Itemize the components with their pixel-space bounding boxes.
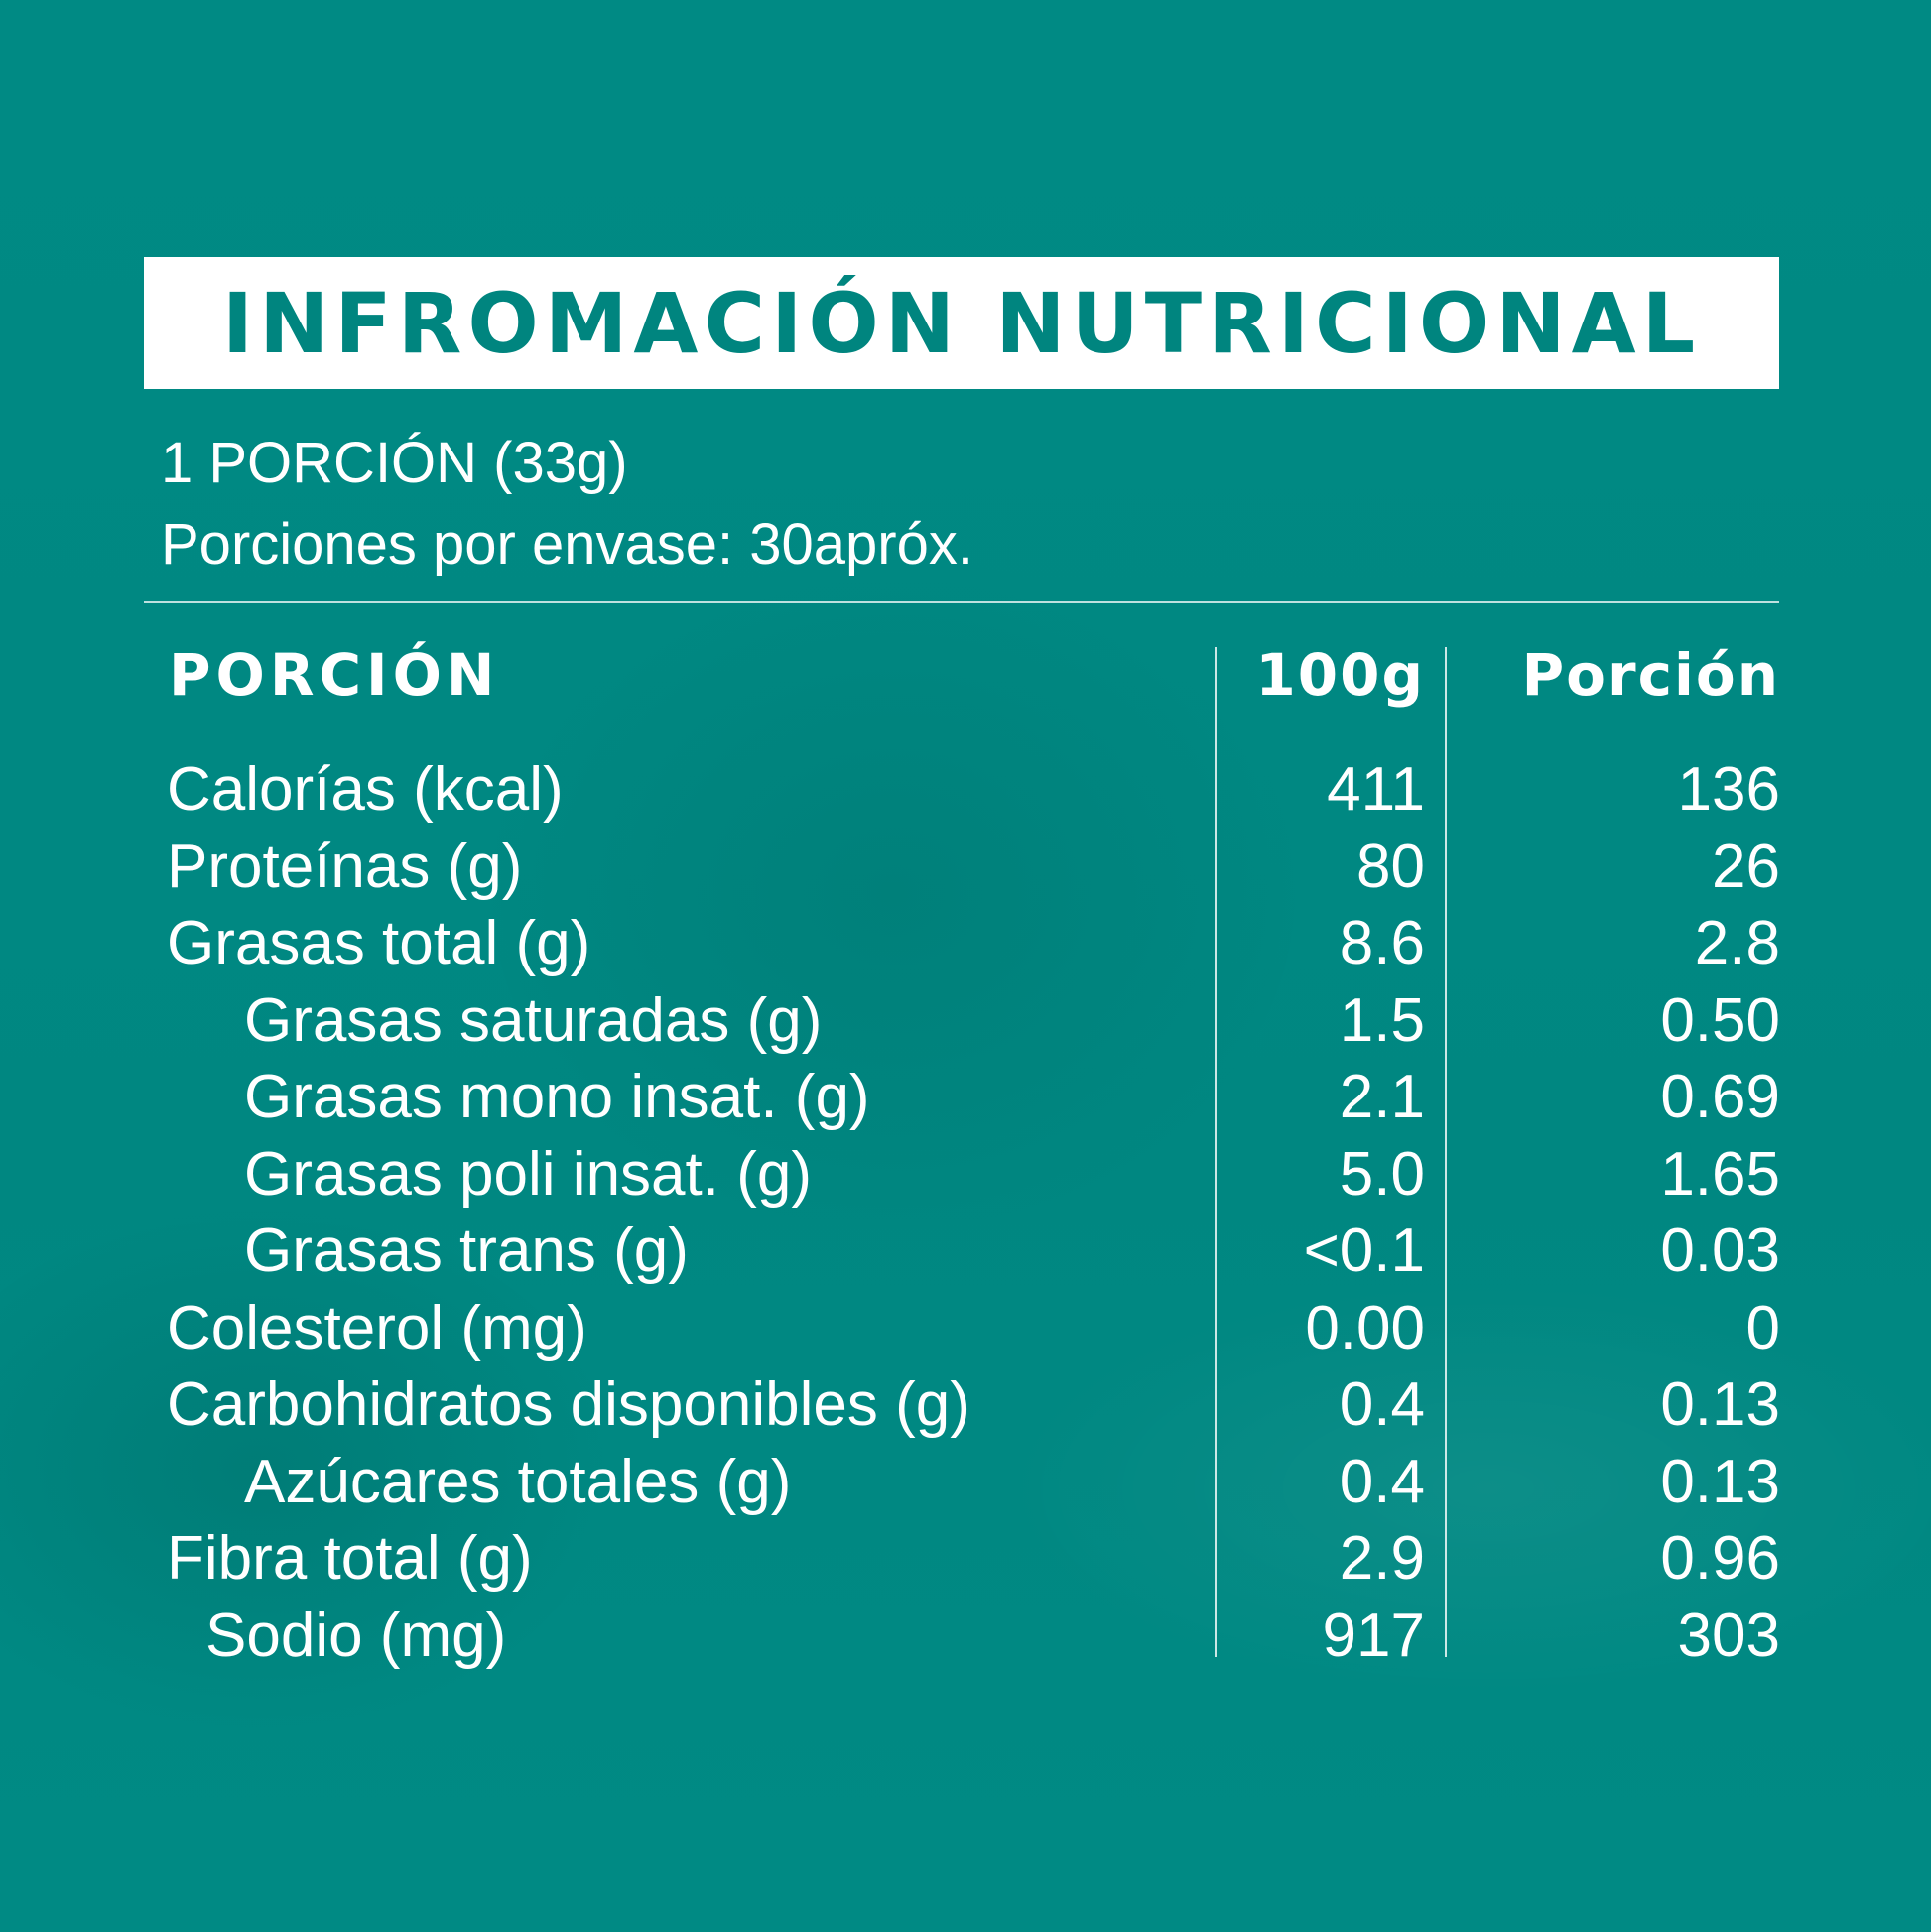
page-title: INFROMACIÓN NUTRICIONAL <box>221 274 1702 372</box>
nutrient-label: Azúcares totales (g) <box>244 1447 792 1516</box>
table-row: Calorías (kcal) 411 136 <box>0 751 1931 829</box>
value-100g: 2.1 <box>1339 1063 1425 1131</box>
value-portion: 0.13 <box>1660 1370 1780 1439</box>
nutrient-label: Fibra total (g) <box>167 1524 533 1593</box>
value-portion: 26 <box>1712 832 1780 901</box>
column-header-label: PORCIÓN <box>169 641 500 708</box>
value-100g: 0.4 <box>1339 1370 1425 1439</box>
nutrient-label: Proteínas (g) <box>167 832 523 901</box>
table-row: Grasas saturadas (g) 1.5 0.50 <box>0 982 1931 1060</box>
table-row: Carbohidratos disponibles (g) 0.4 0.13 <box>0 1366 1931 1444</box>
divider <box>144 601 1779 603</box>
table-row: Grasas total (g) 8.6 2.8 <box>0 905 1931 982</box>
nutrient-label: Calorías (kcal) <box>167 755 564 824</box>
value-portion: 0.13 <box>1660 1447 1780 1516</box>
serving-info: 1 PORCIÓN (33g) Porciones por envase: 30… <box>161 423 973 585</box>
table-row: Grasas poli insat. (g) 5.0 1.65 <box>0 1136 1931 1214</box>
value-100g: 5.0 <box>1339 1139 1425 1209</box>
nutrient-label: Grasas poli insat. (g) <box>244 1139 812 1209</box>
value-100g: 0.4 <box>1339 1447 1425 1516</box>
value-100g: 1.5 <box>1339 985 1425 1055</box>
nutrition-table: Calorías (kcal) 411 136 Proteínas (g) 80… <box>0 751 1931 1674</box>
value-portion: 303 <box>1677 1601 1780 1670</box>
value-portion: 0.03 <box>1660 1217 1780 1285</box>
table-row: Sodio (mg) 917 303 <box>0 1598 1931 1675</box>
value-portion: 136 <box>1677 755 1780 824</box>
table-row: Grasas trans (g) <0.1 0.03 <box>0 1213 1931 1290</box>
nutrient-label: Grasas saturadas (g) <box>244 985 823 1055</box>
value-100g: 2.9 <box>1339 1524 1425 1593</box>
value-100g: 8.6 <box>1339 909 1425 977</box>
nutrient-label: Grasas trans (g) <box>244 1217 689 1285</box>
column-divider <box>1445 647 1447 1657</box>
column-divider <box>1215 647 1217 1657</box>
column-header-portion: Porción <box>1521 641 1780 708</box>
table-row: Azúcares totales (g) 0.4 0.13 <box>0 1444 1931 1521</box>
table-row: Proteínas (g) 80 26 <box>0 829 1931 906</box>
servings-per-container: Porciones por envase: 30apróx. <box>161 512 973 577</box>
column-header-100g: 100g <box>1255 641 1425 708</box>
nutrient-label: Grasas mono insat. (g) <box>244 1063 870 1131</box>
value-portion: 2.8 <box>1694 909 1780 977</box>
value-portion: 0.50 <box>1660 985 1780 1055</box>
value-100g: 0.00 <box>1305 1293 1425 1362</box>
value-portion: 0.96 <box>1660 1524 1780 1593</box>
value-100g: <0.1 <box>1303 1217 1425 1285</box>
nutrient-label: Grasas total (g) <box>167 909 591 977</box>
serving-size: 1 PORCIÓN (33g) <box>161 431 628 495</box>
value-portion: 0 <box>1745 1293 1780 1362</box>
nutrient-label: Carbohidratos disponibles (g) <box>167 1370 970 1439</box>
nutrient-label: Sodio (mg) <box>205 1601 507 1670</box>
nutrient-label: Colesterol (mg) <box>167 1293 587 1362</box>
value-100g: 80 <box>1356 832 1425 901</box>
value-portion: 0.69 <box>1660 1063 1780 1131</box>
value-100g: 411 <box>1327 755 1425 824</box>
value-portion: 1.65 <box>1660 1139 1780 1209</box>
table-row: Fibra total (g) 2.9 0.96 <box>0 1520 1931 1598</box>
table-row: Colesterol (mg) 0.00 0 <box>0 1290 1931 1367</box>
table-row: Grasas mono insat. (g) 2.1 0.69 <box>0 1059 1931 1136</box>
value-100g: 917 <box>1322 1601 1425 1670</box>
title-banner: INFROMACIÓN NUTRICIONAL <box>144 257 1779 389</box>
